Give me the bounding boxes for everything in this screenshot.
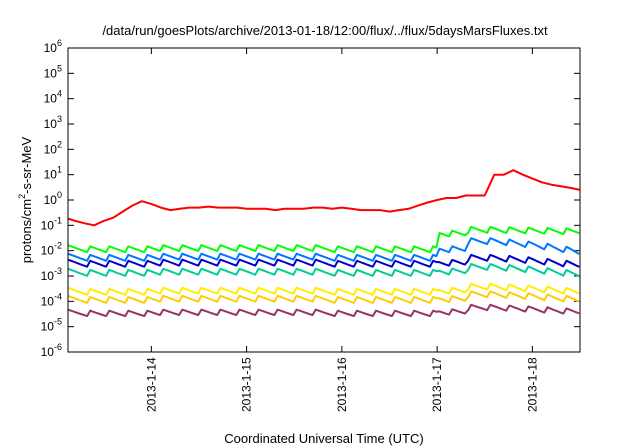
y-tick-label: 102 bbox=[44, 139, 62, 156]
x-tick-label: 2013-1-18 bbox=[525, 357, 539, 412]
series-line-7 bbox=[68, 290, 580, 304]
series-line-6 bbox=[68, 282, 580, 296]
x-tick-label: 2013-1-17 bbox=[430, 357, 444, 412]
y-tick-label: 101 bbox=[44, 165, 62, 182]
y-tick-label: 103 bbox=[44, 114, 62, 131]
x-tick-label: 2013-1-15 bbox=[240, 357, 254, 412]
x-axis-label: Coordinated Universal Time (UTC) bbox=[224, 431, 423, 446]
series-layer bbox=[68, 169, 580, 318]
y-tick-label: 10-5 bbox=[41, 317, 62, 334]
series-line-4 bbox=[68, 253, 580, 268]
y-tick-label: 10-2 bbox=[41, 241, 62, 258]
y-tick-label: 10-4 bbox=[41, 291, 62, 308]
plot-frame bbox=[67, 47, 581, 353]
x-axis: 2013-1-14 2013-1-15 2013-1-16 2013-1-17 2013… bbox=[144, 48, 539, 412]
series-line-3 bbox=[68, 237, 580, 262]
y-tick-label: 105 bbox=[44, 63, 62, 80]
series-line-1 bbox=[68, 169, 580, 227]
series-line-2 bbox=[68, 225, 580, 254]
x-tick-label: 2013-1-16 bbox=[335, 357, 349, 412]
series-line-8 bbox=[68, 303, 580, 318]
chart-title: /data/run/goesPlots/archive/2013-01-18/1… bbox=[102, 23, 548, 38]
y-tick-label: 106 bbox=[44, 38, 62, 55]
y-axis-label: protons/cm2-s-sr-MeV bbox=[17, 136, 34, 263]
y-tick-label: 104 bbox=[44, 89, 62, 106]
y-tick-label: 10-6 bbox=[41, 342, 62, 359]
y-tick-label: 10-1 bbox=[41, 215, 62, 232]
y-tick-label: 100 bbox=[44, 190, 62, 207]
y-axis: 10-6 10-5 10-4 10-3 10-2 10-1 100 101 102 103 104 1… bbox=[41, 38, 580, 359]
y-tick-label: 10-3 bbox=[41, 266, 62, 283]
series-line-5 bbox=[68, 263, 580, 278]
x-tick-label: 2013-1-14 bbox=[144, 357, 158, 412]
